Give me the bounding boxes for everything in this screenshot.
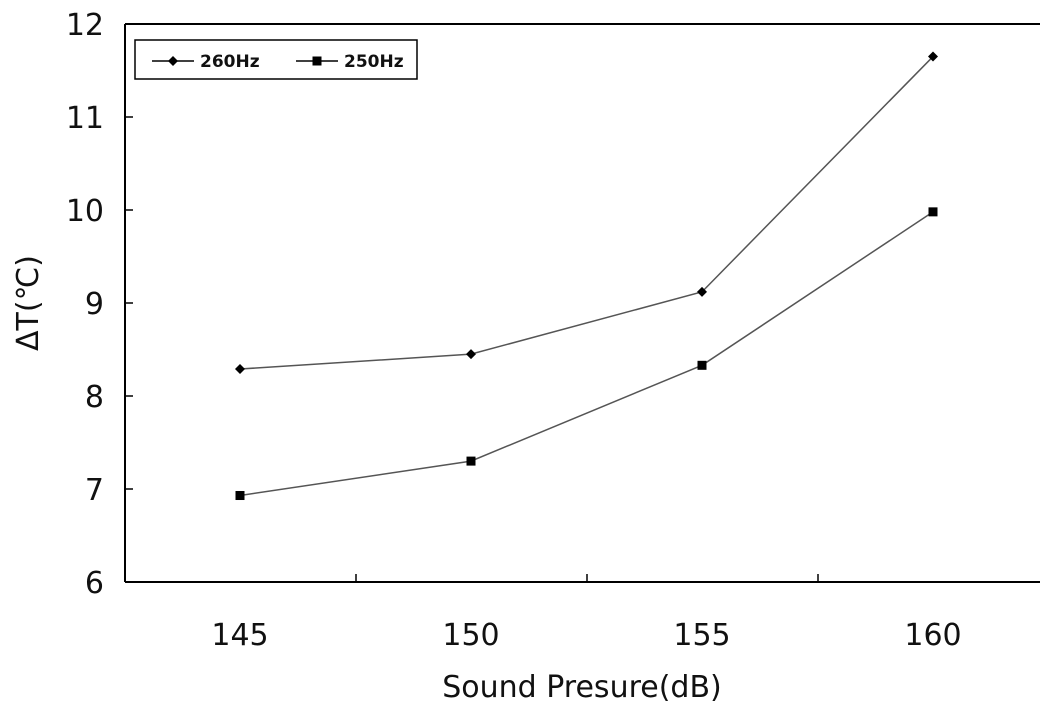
- x-tick-label: 160: [904, 618, 961, 653]
- legend-label: 250Hz: [344, 52, 404, 72]
- x-tick-label: 150: [442, 618, 499, 653]
- series-layer: [235, 51, 938, 501]
- legend-marker: [168, 56, 178, 66]
- data-point: [235, 491, 245, 501]
- series-line: [239, 56, 934, 370]
- y-tick-label: 12: [66, 8, 104, 43]
- y-tick-label: 11: [66, 101, 104, 136]
- data-point: [928, 51, 938, 62]
- data-point: [466, 349, 476, 360]
- legend-entry: 250Hz: [296, 52, 404, 72]
- y-tick-label: 10: [66, 194, 104, 229]
- x-tick-label: 155: [673, 618, 730, 653]
- y-tick-label: 8: [85, 380, 104, 415]
- data-point: [235, 364, 245, 375]
- x-tick-label: 145: [211, 618, 268, 653]
- data-point: [697, 286, 707, 297]
- legend: 260Hz 250Hz: [134, 39, 418, 80]
- legend-marker: [312, 56, 322, 66]
- legend-items: 260Hz 250Hz: [152, 52, 404, 72]
- plot-frame: [124, 23, 1040, 583]
- x-axis-ticks: 145 150 155 160: [211, 574, 962, 653]
- series-line: [239, 211, 934, 497]
- x-axis-title: Sound Presure(dB): [442, 670, 722, 703]
- y-tick-label: 9: [85, 287, 104, 322]
- data-point: [466, 456, 476, 466]
- y-axis-title: ΔT(℃): [11, 255, 46, 351]
- series-250Hz: [235, 207, 938, 501]
- y-tick-label: 6: [85, 566, 104, 601]
- legend-label: 260Hz: [200, 52, 260, 72]
- legend-entry: 260Hz: [152, 52, 260, 72]
- legend-box: [134, 39, 418, 80]
- data-point: [928, 207, 938, 217]
- data-point: [697, 360, 707, 370]
- y-tick-label: 7: [85, 473, 104, 508]
- series-260Hz: [235, 51, 938, 375]
- y-axis-ticks: 6 7 8 9 10 11 12: [66, 8, 133, 601]
